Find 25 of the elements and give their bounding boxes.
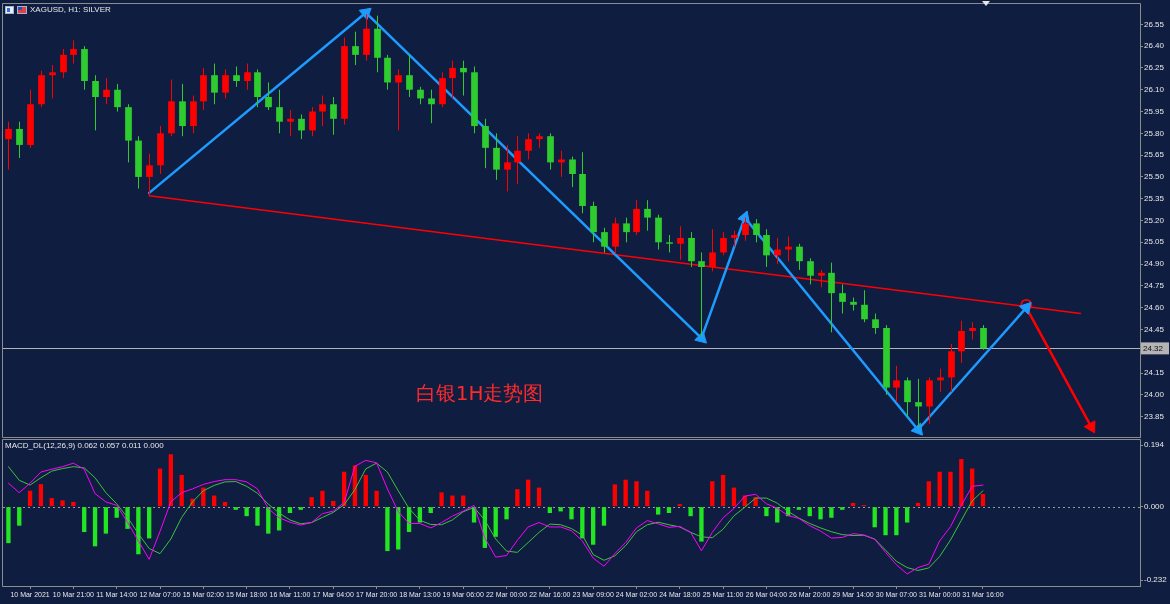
y-tick-label: -0.232 xyxy=(1144,575,1168,585)
y-tick-label: 24.00 xyxy=(1144,390,1165,400)
chart-title: MACD_DL(12,26,9) 0.062 0.057 0.011 0.000 xyxy=(5,441,165,451)
y-tick-label: 26.25 xyxy=(1144,63,1165,73)
y-tick-label: 25.80 xyxy=(1144,128,1165,138)
y-tick-label: 25.65 xyxy=(1144,150,1165,160)
y-tick-label: 24.15 xyxy=(1144,368,1165,378)
annotation: 白银1H走势图 xyxy=(415,381,544,406)
y-tick-label: 24.90 xyxy=(1144,259,1165,269)
y-tick-label: 26.40 xyxy=(1144,41,1165,51)
y-tick-label: 25.05 xyxy=(1144,237,1165,247)
y-tick-label: 25.95 xyxy=(1144,106,1165,116)
y-tick-label: 0.194 xyxy=(1144,440,1165,450)
y-tick-label: 24.75 xyxy=(1144,281,1165,291)
y-tick-label: 25.50 xyxy=(1144,172,1165,182)
y-tick-label: 26.10 xyxy=(1144,84,1165,94)
ref-line-label: 24.32 xyxy=(1143,343,1164,353)
y-tick-label: 25.35 xyxy=(1144,193,1165,203)
chart-title: XAGUSD, H1: SILVER xyxy=(30,5,111,15)
y-tick-label: 0.000 xyxy=(1144,501,1165,511)
y-tick-label: 25.20 xyxy=(1144,215,1165,225)
y-tick-label: 23.85 xyxy=(1144,411,1165,421)
y-tick-label: 26.55 xyxy=(1144,19,1165,29)
y-tick-label: 24.60 xyxy=(1144,302,1165,312)
y-tick-label: 24.45 xyxy=(1144,324,1165,334)
